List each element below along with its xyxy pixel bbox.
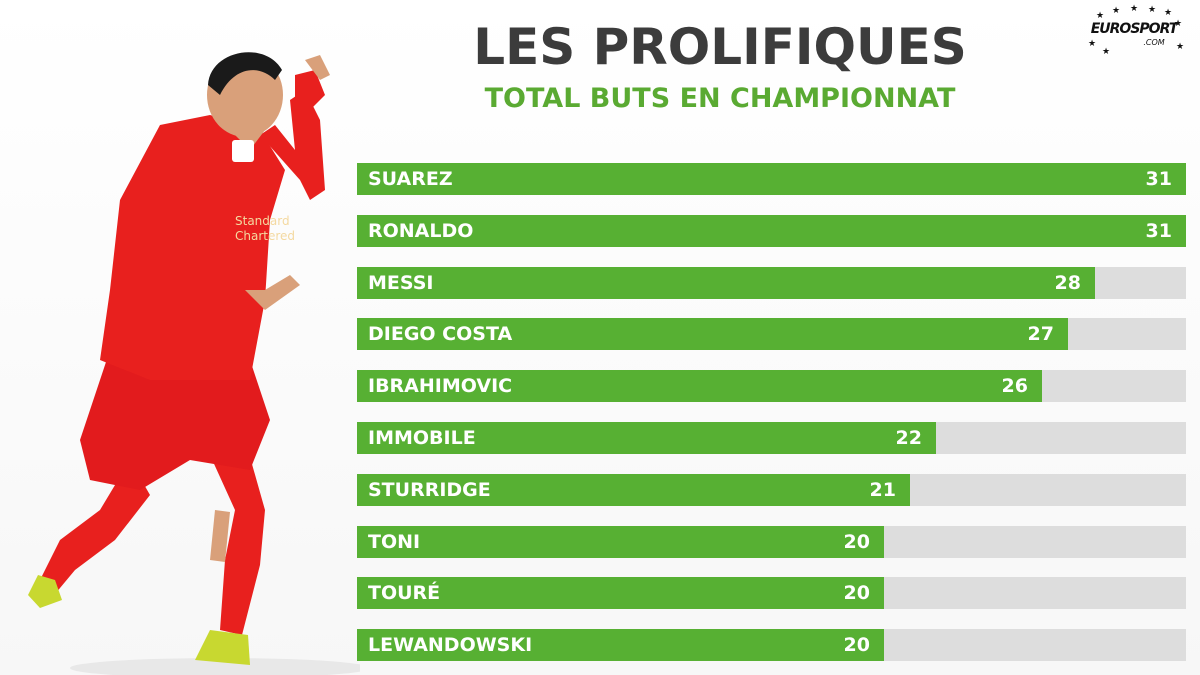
bar xyxy=(357,473,910,506)
logo-suffix: .COM xyxy=(1143,38,1165,47)
bar xyxy=(357,525,884,558)
goals-bar-chart: SUAREZ 31 RONALDO 31 MESSI 28 DIEGO COSTA 27 IBR… xyxy=(357,163,1186,668)
bar xyxy=(357,214,1186,247)
bar xyxy=(357,318,1068,351)
bar-label: IBRAHIMOVIC xyxy=(368,375,513,398)
svg-text:★: ★ xyxy=(1096,11,1104,21)
svg-text:★: ★ xyxy=(1176,42,1184,52)
svg-text:★: ★ xyxy=(1130,4,1138,14)
bar-value-label: 20 xyxy=(843,582,870,605)
bar xyxy=(357,266,1095,299)
bar-row: TONI 20 xyxy=(357,525,1186,558)
chart-title: LES PROLIFIQUES xyxy=(473,18,967,76)
svg-text:★: ★ xyxy=(1164,8,1172,18)
logo-wordmark: EUROSPORT xyxy=(1090,21,1179,37)
bar-label: TONI xyxy=(368,530,421,553)
logo-stars-icon: ★ ★ ★ ★ ★ ★ ★ ★ ★ xyxy=(1088,4,1184,56)
bar xyxy=(357,370,1042,403)
bar xyxy=(357,577,884,610)
bar-row: RONALDO 31 xyxy=(357,214,1186,247)
svg-text:★: ★ xyxy=(1088,39,1096,49)
bar-value-label: 28 xyxy=(1054,271,1081,294)
bar-label: STURRIDGE xyxy=(368,478,491,501)
svg-text:★: ★ xyxy=(1112,6,1120,16)
bar-value-label: 26 xyxy=(1001,375,1028,398)
bar-label: RONALDO xyxy=(368,219,474,242)
bar-label: DIEGO COSTA xyxy=(368,323,513,346)
bar-value-label: 31 xyxy=(1145,219,1172,242)
bar-row: LEWANDOWSKI 20 xyxy=(357,629,1186,662)
svg-text:Chartered: Chartered xyxy=(235,229,295,243)
bar xyxy=(357,629,884,662)
bar-value-label: 31 xyxy=(1145,168,1172,190)
bar-row: TOURÉ 20 xyxy=(357,577,1186,610)
bar-row: STURRIDGE 21 xyxy=(357,473,1186,506)
svg-text:Standard: Standard xyxy=(235,214,290,228)
svg-text:★: ★ xyxy=(1174,19,1182,29)
bar-row: IMMOBILE 22 xyxy=(357,422,1186,454)
player-celebrating-image: Standard Chartered xyxy=(28,52,360,675)
bar-row: DIEGO COSTA 27 xyxy=(357,318,1186,351)
bar-value-label: 22 xyxy=(895,427,922,449)
chart-subtitle: TOTAL BUTS EN CHAMPIONNAT xyxy=(484,83,956,114)
bar-label: TOURÉ xyxy=(368,582,441,605)
bar-label: IMMOBILE xyxy=(368,427,476,449)
bar-row: MESSI 28 xyxy=(357,266,1186,299)
bar-value-label: 20 xyxy=(843,530,870,553)
bar-value-label: 20 xyxy=(843,634,870,657)
eurosport-logo: ★ ★ ★ ★ ★ ★ ★ ★ ★ EUROSPORT .COM xyxy=(1082,4,1186,56)
bar xyxy=(357,422,936,454)
bar xyxy=(357,163,1186,195)
bar-row: IBRAHIMOVIC 26 xyxy=(357,370,1186,403)
bar-label: LEWANDOWSKI xyxy=(368,634,533,657)
bar-label: MESSI xyxy=(368,271,434,294)
svg-text:★: ★ xyxy=(1102,47,1110,56)
bar-row: SUAREZ 31 xyxy=(357,163,1186,195)
bar-label: SUAREZ xyxy=(368,168,453,190)
svg-text:★: ★ xyxy=(1148,5,1156,15)
bar-value-label: 27 xyxy=(1027,323,1054,346)
bar-value-label: 21 xyxy=(869,478,896,501)
